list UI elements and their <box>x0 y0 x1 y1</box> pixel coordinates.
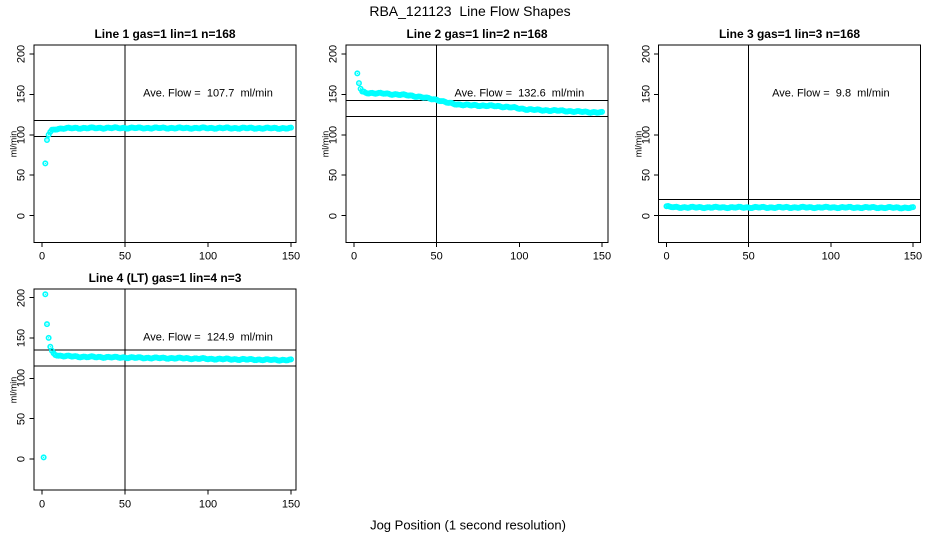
y-tick-label: 50 <box>15 412 28 425</box>
figure-title: RBA_121123 Line Flow Shapes <box>369 3 571 19</box>
y-tick-label: 0 <box>15 212 28 219</box>
x-tick-label: 100 <box>198 498 218 510</box>
data-point <box>43 321 50 328</box>
x-tick-label: 0 <box>350 250 358 263</box>
data-point <box>45 334 52 341</box>
data-point <box>287 356 294 363</box>
plot-box <box>658 44 921 243</box>
x-tick-label: 150 <box>903 250 923 263</box>
x-tick-label: 50 <box>742 250 755 263</box>
y-tick-label: 150 <box>327 85 340 104</box>
ave-flow-label: Ave. Flow = 107.7 ml/min <box>143 87 273 100</box>
x-tick-label: 100 <box>198 250 218 263</box>
x-tick-label: 0 <box>663 250 670 263</box>
x-tick-label: 150 <box>281 498 301 510</box>
ave-flow-label: Ave. Flow = 132.6 ml/min <box>454 87 585 100</box>
y-axis-unit-label: ml/min <box>8 376 19 403</box>
y-tick-label: 200 <box>15 288 28 307</box>
panel-title: Line 1 gas=1 lin=1 n=168 <box>94 26 236 41</box>
plot-box <box>33 44 297 243</box>
data-point <box>598 108 605 115</box>
y-axis-unit-label: ml/min <box>633 130 643 158</box>
panel-title: Line 2 gas=1 lin=2 n=168 <box>406 26 548 41</box>
y-tick-label: 50 <box>327 169 340 182</box>
panel-title: Line 4 (LT) gas=1 lin=4 n=3 <box>88 270 242 285</box>
data-point <box>909 204 916 211</box>
x-tick-label: 100 <box>821 250 841 263</box>
y-axis-unit-label: ml/min <box>320 130 331 158</box>
plot-box <box>33 288 297 491</box>
y-tick-label: 0 <box>327 212 340 219</box>
y-axis-unit-label: ml/min <box>8 130 19 158</box>
x-tick-label: 50 <box>118 250 132 263</box>
y-tick-label: 150 <box>15 328 28 348</box>
y-tick-label: 0 <box>640 212 652 219</box>
y-tick-label: 0 <box>15 455 28 463</box>
data-point <box>40 454 47 461</box>
x-axis-title: Jog Position (1 second resolution) <box>370 517 566 533</box>
x-tick-label: 100 <box>510 250 529 263</box>
y-tick-label: 150 <box>15 85 28 104</box>
y-tick-label: 50 <box>640 169 652 182</box>
data-point <box>287 124 294 131</box>
data-point <box>354 70 361 77</box>
y-tick-label: 200 <box>640 44 652 64</box>
data-point <box>42 160 49 167</box>
panel-title: Line 3 gas=1 lin=3 n=168 <box>718 26 861 41</box>
data-point <box>355 80 362 87</box>
y-tick-label: 200 <box>15 44 28 64</box>
y-tick-label: 50 <box>15 169 28 182</box>
x-tick-label: 150 <box>281 250 301 263</box>
x-tick-label: 150 <box>592 250 612 263</box>
data-point <box>42 291 49 298</box>
x-tick-label: 0 <box>38 250 46 263</box>
x-tick-label: 50 <box>430 250 443 263</box>
plot-box <box>345 44 609 243</box>
ave-flow-label: Ave. Flow = 124.9 ml/min <box>143 331 273 344</box>
ave-flow-label: Ave. Flow = 9.8 ml/min <box>772 87 890 100</box>
y-tick-label: 150 <box>640 85 652 104</box>
x-tick-label: 50 <box>118 498 132 510</box>
x-tick-label: 0 <box>38 498 46 510</box>
y-tick-label: 200 <box>327 44 340 64</box>
data-point <box>43 136 50 143</box>
